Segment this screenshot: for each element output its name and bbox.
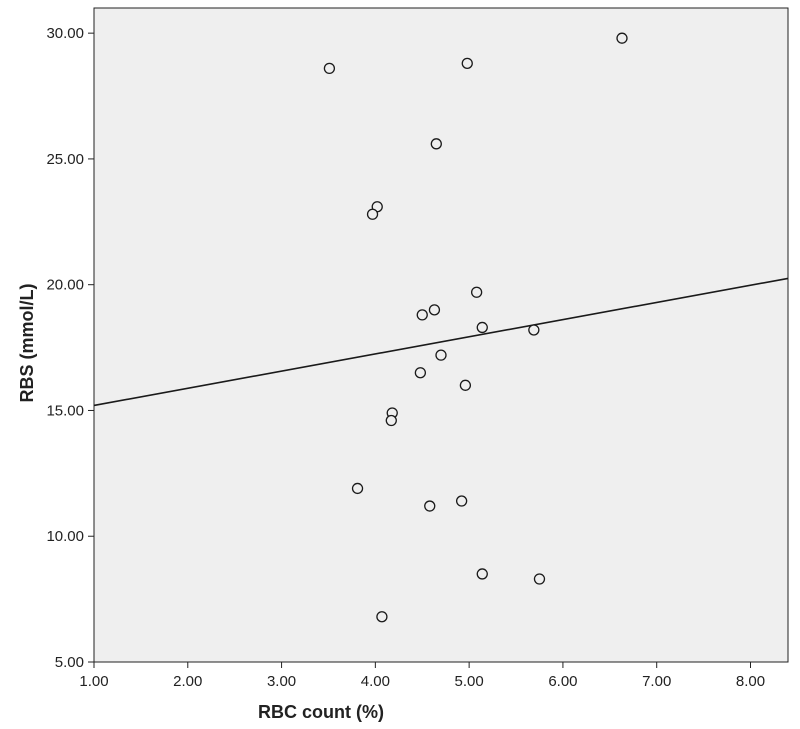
- data-points-layer: [323, 32, 628, 623]
- y-tick-label: 15.00: [46, 402, 84, 419]
- data-point: [385, 414, 397, 427]
- data-point: [476, 568, 488, 580]
- fit-line-layer: [93, 277, 789, 407]
- x-tick-label: 3.00: [267, 673, 296, 690]
- data-point: [476, 321, 488, 334]
- data-point: [351, 482, 364, 495]
- x-axis-title: RBC count (%): [258, 702, 384, 722]
- data-point: [366, 208, 379, 220]
- data-point: [528, 324, 540, 336]
- axes-layer: 1.00 2.00 3.00 4.00 5.00 6.00 7.00 8.00 5.00 10.0…: [46, 25, 765, 690]
- data-point: [428, 304, 441, 316]
- data-point: [430, 138, 442, 150]
- data-point: [616, 32, 628, 44]
- x-tick-label: 7.00: [642, 673, 671, 690]
- x-tick-label: 5.00: [455, 673, 484, 690]
- x-tick-label: 1.00: [79, 673, 108, 690]
- data-point: [416, 309, 428, 321]
- y-tick-label: 10.00: [46, 528, 84, 545]
- y-tick-label: 30.00: [46, 25, 84, 42]
- data-point: [376, 611, 388, 623]
- data-point: [459, 379, 472, 391]
- x-tick-label: 8.00: [736, 673, 765, 690]
- data-point: [323, 62, 336, 75]
- y-tick-label: 25.00: [46, 151, 84, 168]
- data-point: [461, 57, 473, 69]
- y-tick-label: 5.00: [55, 654, 84, 671]
- data-point: [533, 573, 546, 585]
- x-tick-label: 2.00: [173, 673, 202, 690]
- data-point: [414, 367, 427, 379]
- data-point: [435, 349, 447, 361]
- fit-line: [93, 277, 789, 407]
- data-point: [455, 495, 468, 507]
- data-point: [470, 286, 483, 298]
- plot-area: [93, 7, 789, 663]
- data-point: [424, 500, 436, 512]
- y-tick-label: 20.00: [46, 277, 84, 294]
- x-tick-label: 4.00: [361, 673, 390, 690]
- y-axis-title: RBS (mmol/L): [17, 283, 37, 402]
- x-tick-label: 6.00: [548, 673, 577, 690]
